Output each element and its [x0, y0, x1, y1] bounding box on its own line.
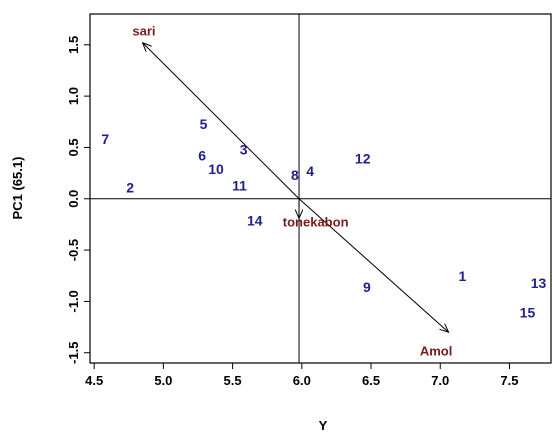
- vector-label-sari: sari: [132, 23, 155, 38]
- y-tick-label: -1.5: [66, 342, 81, 364]
- x-tick-label: 4.5: [85, 373, 103, 388]
- vector-arrow-sari: [143, 43, 300, 200]
- x-tick-label: 5.5: [224, 373, 242, 388]
- point-label-12: 12: [355, 151, 371, 167]
- point-label-9: 9: [363, 279, 371, 295]
- point-label-1: 1: [459, 268, 467, 284]
- y-tick-label: 1.0: [66, 87, 81, 105]
- x-tick-label: 6.0: [293, 373, 311, 388]
- point-label-7: 7: [101, 131, 109, 147]
- vector-label-tonekabon: tonekabon: [283, 214, 349, 229]
- y-tick-label: -0.5: [66, 239, 81, 261]
- point-label-14: 14: [247, 212, 263, 228]
- point-label-10: 10: [208, 161, 224, 177]
- vector-label-Amol: Amol: [420, 344, 453, 359]
- point-label-2: 2: [126, 179, 134, 195]
- point-label-11: 11: [232, 177, 247, 193]
- y-axis-title: PC1 (65.1): [10, 157, 25, 220]
- y-tick-label: -1.0: [66, 290, 81, 312]
- point-label-13: 13: [531, 275, 547, 291]
- y-tick-label: 0.0: [66, 190, 81, 208]
- point-label-8: 8: [291, 167, 299, 183]
- vector-arrow-Amol: [298, 198, 449, 332]
- x-tick-label: 5.0: [154, 373, 172, 388]
- x-tick-label: 6.5: [362, 373, 380, 388]
- point-label-5: 5: [200, 116, 208, 132]
- x-tick-label: 7.0: [431, 373, 449, 388]
- x-tick-label: 7.5: [500, 373, 518, 388]
- y-tick-label: 0.5: [66, 138, 81, 156]
- point-label-4: 4: [306, 163, 314, 179]
- point-label-15: 15: [520, 305, 536, 321]
- point-label-6: 6: [198, 148, 206, 164]
- x-axis-title: Y: [319, 418, 328, 432]
- plot-frame: [89, 13, 552, 364]
- point-label-3: 3: [240, 141, 248, 157]
- y-tick-label: 1.5: [66, 36, 81, 54]
